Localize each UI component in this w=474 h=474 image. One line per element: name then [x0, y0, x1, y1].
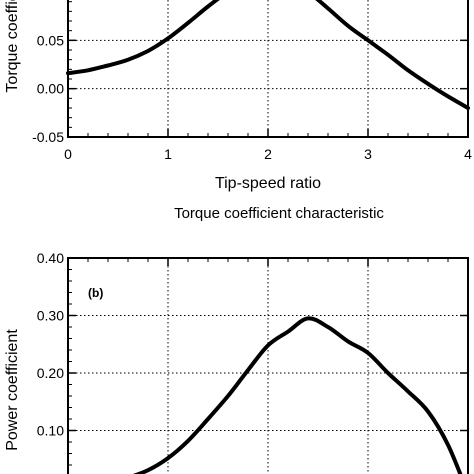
panel-top: 0 1 2 3 4 -0.05 0.00 0.05 Tip-speed ratio Torq… [4, 0, 472, 222]
top-x-tick-label: 0 [64, 146, 72, 162]
top-y-tick-label: 0.00 [37, 81, 64, 97]
top-y-tick-label: -0.05 [32, 129, 64, 145]
bottom-panel-tag: (b) [88, 286, 103, 300]
top-x-axis-label: Tip-speed ratio [215, 175, 321, 192]
panel-bottom: 0.000.100.200.300.40 (b) Power coefficie… [4, 250, 469, 474]
bottom-y-tick-label: 0.40 [37, 250, 64, 266]
top-series-line [66, 0, 470, 110]
top-y-tick-labels: -0.05 0.00 0.05 [32, 32, 64, 145]
top-x-tick-labels: 0 1 2 3 4 [64, 146, 472, 162]
bottom-y-axis-label: Power coefficient [4, 329, 21, 451]
top-x-tick-label: 2 [264, 146, 272, 162]
bottom-y-tick-labels: 0.000.100.200.300.40 [37, 250, 64, 439]
top-y-tick-label: 0.05 [37, 32, 64, 48]
bottom-series-line [132, 316, 463, 474]
top-x-tick-label: 3 [364, 146, 372, 162]
bottom-gridlines [68, 258, 468, 474]
top-caption: Torque coefficient characteristic [174, 205, 384, 222]
bottom-y-tick-label: 0.30 [37, 308, 64, 324]
top-gridlines [68, 0, 468, 137]
top-y-axis-label: Torque coefficient [4, 0, 21, 93]
bottom-ticks [68, 257, 468, 466]
bottom-y-tick-label: 0.20 [37, 365, 64, 381]
top-x-tick-label: 4 [464, 146, 472, 162]
top-x-tick-label: 1 [164, 146, 172, 162]
bottom-y-tick-label: 0.10 [37, 423, 64, 439]
top-ticks [67, 1, 469, 138]
